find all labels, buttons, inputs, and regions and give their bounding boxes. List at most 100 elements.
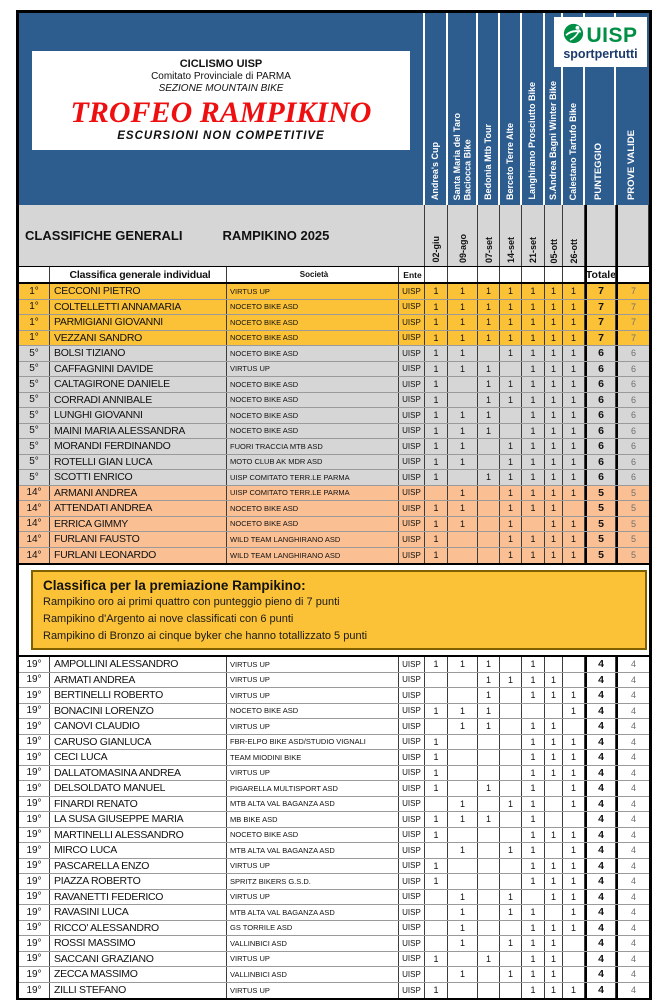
table-row: 19° SACCANI GRAZIANO VIRTUS UP UISP 1 1 1 1 4 4: [19, 951, 649, 967]
ente-cell: UISP: [399, 812, 425, 827]
date-columns: 02-giu 09-ago 07-set 14-set 21-set 05-ott 26-o…: [425, 205, 649, 266]
points-cell: 1: [545, 734, 563, 749]
valid-events-cell: 4: [616, 858, 649, 873]
rank-cell: 19°: [19, 889, 50, 904]
valid-events-cell: 4: [616, 765, 649, 780]
table-row: 14° FURLANI FAUSTO WILD TEAM LANGHIRANO AS…: [19, 532, 649, 548]
valid-events-cell: 4: [616, 750, 649, 765]
points-cell: [563, 501, 585, 516]
rider-name-cell: COLTELLETTI ANNAMARIA: [50, 299, 227, 314]
rank-cell: 14°: [19, 532, 50, 547]
points-cell: [563, 812, 585, 827]
points-cell: 1: [478, 284, 500, 299]
valid-events-cell: 4: [616, 936, 649, 951]
points-cell: [563, 936, 585, 951]
team-cell: PIGARELLA MULTISPORT ASD: [227, 781, 399, 796]
points-cell: 1: [522, 657, 545, 672]
points-cell: [478, 734, 500, 749]
points-cell: 1: [563, 361, 585, 376]
points-cell: 1: [545, 688, 563, 703]
points-cell: 1: [500, 905, 522, 920]
rank-cell: 5°: [19, 439, 50, 454]
team-cell: UISP COMITATO TERR.LE PARMA: [227, 470, 399, 485]
points-cell: 1: [522, 843, 545, 858]
points-cell: 1: [522, 346, 545, 361]
standings-sheet: CICLISMO UISP Comitato Provinciale di PA…: [16, 10, 652, 1000]
points-cell: 1: [448, 346, 478, 361]
points-cell: 1: [500, 501, 522, 516]
points-cell: [448, 672, 478, 687]
team-cell: VIRTUS UP: [227, 858, 399, 873]
points-cell: [448, 547, 478, 563]
ente-cell: UISP: [399, 781, 425, 796]
team-cell: VIRTUS UP: [227, 982, 399, 998]
valid-events-cell: 4: [616, 703, 649, 718]
rider-name-cell: CECI LUCA: [50, 750, 227, 765]
ente-cell: UISP: [399, 843, 425, 858]
total-points-cell: 4: [585, 657, 616, 672]
rank-cell: 19°: [19, 750, 50, 765]
points-cell: [478, 454, 500, 469]
table-row: 5° BOLSI TIZIANO NOCETO BIKE ASD UISP 1 1 1 1 1 1…: [19, 346, 649, 362]
points-cell: [500, 920, 522, 935]
points-cell: 1: [522, 547, 545, 563]
rank-cell: 5°: [19, 392, 50, 407]
team-cell: VIRTUS UP: [227, 284, 399, 299]
points-cell: 1: [545, 284, 563, 299]
valid-events-cell: 5: [616, 532, 649, 547]
ente-cell: UISP: [399, 750, 425, 765]
points-cell: 1: [500, 454, 522, 469]
ente-cell: UISP: [399, 951, 425, 966]
points-cell: 1: [563, 408, 585, 423]
points-cell: 1: [522, 920, 545, 935]
rider-name-cell: LA SUSA GIUSEPPE MARIA: [50, 812, 227, 827]
team-cell: MTB ALTA VAL BAGANZA ASD: [227, 905, 399, 920]
points-cell: 1: [563, 703, 585, 718]
table-row: 19° MARTINELLI ALESSANDRO NOCETO BIKE ASD U…: [19, 827, 649, 843]
points-cell: 1: [563, 750, 585, 765]
rank-cell: 19°: [19, 672, 50, 687]
event-name-label: Berceto Terre Alte: [504, 122, 515, 200]
ente-cell: UISP: [399, 501, 425, 516]
points-cell: 1: [478, 361, 500, 376]
points-cell: 1: [563, 547, 585, 563]
ente-cell: UISP: [399, 485, 425, 500]
points-cell: 1: [563, 920, 585, 935]
points-cell: [500, 688, 522, 703]
points-cell: 1: [448, 330, 478, 345]
points-cell: [500, 812, 522, 827]
points-cell: 1: [425, 781, 448, 796]
rank-cell: 1°: [19, 315, 50, 330]
table-row: 1° PARMIGIANI GIOVANNI NOCETO BIKE ASD UISP…: [19, 315, 649, 331]
rank-cell: 5°: [19, 346, 50, 361]
table-row: 19° RAVASINI LUCA MTB ALTA VAL BAGANZA ASD…: [19, 905, 649, 921]
points-cell: [448, 750, 478, 765]
points-cell: 1: [563, 330, 585, 345]
points-cell: 1: [425, 408, 448, 423]
points-cell: [500, 423, 522, 438]
points-cell: [500, 874, 522, 889]
points-cell: [478, 982, 500, 998]
points-cell: [500, 408, 522, 423]
table-header-row: Classifica generale individual Società E…: [19, 266, 649, 284]
rider-name-cell: SACCANI GRAZIANO: [50, 951, 227, 966]
ente-cell: UISP: [399, 361, 425, 376]
team-cell: TEAM MIODINI BIKE: [227, 750, 399, 765]
points-cell: 1: [425, 423, 448, 438]
total-points-cell: 6: [585, 454, 616, 469]
rank-cell: 19°: [19, 765, 50, 780]
valid-events-cell: 7: [616, 299, 649, 314]
rank-cell: 5°: [19, 423, 50, 438]
rank-cell: 5°: [19, 361, 50, 376]
event-name-label: Andrea's Cup: [430, 141, 441, 200]
table-row: 19° MIRCO LUCA MTB ALTA VAL BAGANZA ASD UIS…: [19, 843, 649, 859]
rank-cell: 1°: [19, 299, 50, 314]
rider-name-cell: PIAZZA ROBERTO: [50, 874, 227, 889]
ente-cell: UISP: [399, 470, 425, 485]
rank-cell: 14°: [19, 547, 50, 563]
total-points-cell: 6: [585, 408, 616, 423]
points-cell: [448, 377, 478, 392]
rider-name-cell: LUNGHI GIOVANNI: [50, 408, 227, 423]
event-column-header: Santa Maria del Taro Baciocca Bike: [448, 13, 478, 205]
total-points-cell: 7: [585, 315, 616, 330]
